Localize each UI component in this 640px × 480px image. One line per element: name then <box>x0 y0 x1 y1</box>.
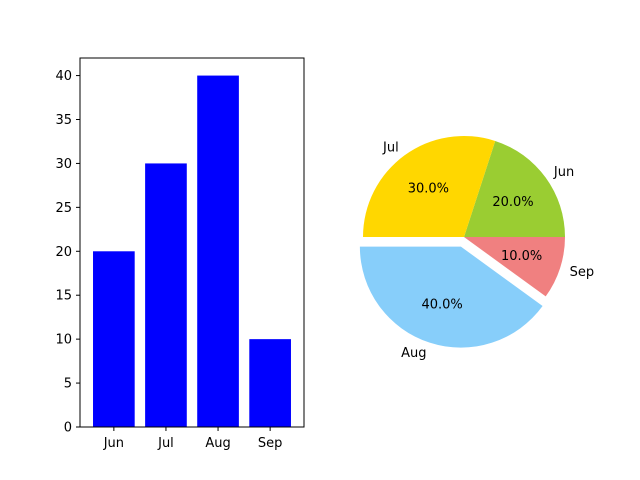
pie-slice-aug <box>359 246 543 348</box>
y-tick-label: 20 <box>55 245 72 260</box>
bar-y-axis: 0 5 10 15 20 25 30 35 40 <box>55 69 80 436</box>
x-tick-label: Aug <box>205 436 230 451</box>
bar-sep <box>249 339 291 427</box>
y-tick-label: 40 <box>55 69 72 84</box>
bar-x-axis: Jun Jul Aug Sep <box>103 427 283 451</box>
y-tick-label: 10 <box>55 333 72 348</box>
pie-label-sep: Sep <box>570 265 595 280</box>
y-tick-label: 5 <box>64 377 72 392</box>
y-tick-label: 35 <box>55 113 72 128</box>
pie-percent-jun: 20.0% <box>492 195 533 210</box>
bar-chart: 0 5 10 15 20 25 30 35 40 Jun Jul Aug Sep <box>55 57 305 451</box>
pie-label-jul: Jul <box>382 141 399 156</box>
y-tick-label: 30 <box>55 157 72 172</box>
x-tick-label: Jun <box>103 436 124 451</box>
pie-percent-sep: 10.0% <box>501 249 542 264</box>
pie-percent-aug: 40.0% <box>421 298 462 313</box>
y-tick-label: 0 <box>64 421 72 436</box>
bar-jun <box>93 251 135 427</box>
y-tick-label: 25 <box>55 201 72 216</box>
bar-series <box>93 75 291 427</box>
bar-axes-frame <box>79 57 305 428</box>
pie-slice-jul <box>363 135 496 237</box>
bar-aug <box>197 75 239 427</box>
x-tick-label: Jul <box>157 436 174 451</box>
pie-chart: Jun 20.0% Jul 30.0% Aug 40.0% Sep 10.0% <box>359 135 595 361</box>
y-tick-label: 15 <box>55 289 72 304</box>
pie-percent-jul: 30.0% <box>408 181 449 196</box>
pie-label-jun: Jun <box>553 165 574 180</box>
pie-slice-sep <box>464 237 565 297</box>
x-tick-label: Sep <box>258 436 283 451</box>
pie-label-aug: Aug <box>401 346 426 361</box>
pie-slice-jun <box>464 140 565 237</box>
bar-jul <box>145 163 187 427</box>
